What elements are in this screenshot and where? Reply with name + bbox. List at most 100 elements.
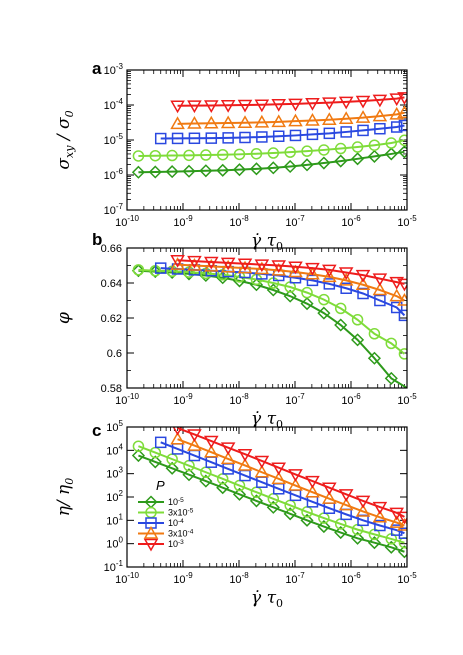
data-point [182, 468, 196, 482]
data-point [305, 262, 320, 276]
data-point [317, 156, 331, 170]
data-point [372, 282, 388, 296]
y-axis-label: η/ η0 [54, 478, 76, 517]
data-point [374, 519, 386, 532]
legend-label: 10-3 [168, 539, 184, 549]
data-point [131, 448, 145, 463]
legend-entry: 3x10-5 [138, 506, 194, 519]
data-point [250, 147, 263, 160]
series-line [160, 124, 405, 140]
data-point [351, 333, 365, 347]
data-point [322, 112, 337, 125]
data-point [334, 142, 347, 155]
data-point [368, 139, 381, 151]
data-point [237, 260, 253, 274]
data-point [355, 269, 371, 283]
data-point [372, 501, 388, 515]
data-point [220, 442, 236, 456]
panel-letter: c [92, 421, 101, 440]
data-point [397, 292, 407, 306]
data-point [220, 259, 236, 273]
data-point [397, 92, 407, 105]
series-p1e-3 [170, 92, 407, 114]
data-point [390, 301, 403, 314]
x-tick-label: 10-6 [341, 392, 361, 407]
data-point [301, 286, 313, 299]
series-p1e-3 [172, 427, 407, 525]
data-point [355, 95, 371, 109]
data-point [355, 503, 371, 517]
legend-label: 3x10-5 [168, 508, 194, 518]
x-axis-label: γ̇ τ0 [251, 231, 283, 253]
data-point [254, 455, 270, 469]
data-point [154, 262, 167, 274]
data-point [284, 146, 296, 158]
data-point [237, 99, 253, 113]
x-tick-label: 10-7 [285, 392, 305, 407]
y-tick-label: 0.64 [101, 278, 122, 290]
data-point [170, 257, 185, 270]
data-point [334, 154, 348, 168]
data-point [131, 264, 145, 278]
data-point [288, 264, 303, 278]
x-axis-label: γ̇ τ0 [251, 588, 283, 610]
data-point [249, 162, 264, 176]
data-point [355, 495, 371, 509]
data-point [254, 259, 270, 273]
data-point [199, 164, 213, 178]
series-line [177, 111, 405, 125]
data-point [132, 150, 145, 162]
plot-frame [126, 426, 408, 568]
data-point [389, 288, 405, 302]
data-point [203, 258, 219, 272]
x-tick-label: 10-9 [173, 214, 193, 229]
x-tick-label: 10-5 [397, 214, 417, 229]
data-point [372, 94, 388, 108]
data-point [397, 278, 407, 292]
panel-letter: b [92, 230, 102, 249]
data-point [165, 461, 179, 475]
data-point [340, 126, 352, 138]
y-tick-label: 100 [106, 536, 123, 551]
data-point [149, 149, 162, 162]
data-point [355, 277, 371, 290]
data-point [271, 99, 287, 112]
series-line [138, 454, 405, 553]
series-p3e-5 [132, 264, 407, 360]
data-point [200, 149, 212, 161]
data-point [237, 457, 253, 471]
data-point [318, 293, 330, 306]
y-tick-label: 10-3 [104, 62, 124, 77]
data-point [203, 115, 219, 129]
x-tick-label: 10-8 [229, 571, 249, 586]
data-point [237, 258, 253, 272]
legend-label: 10-4 [168, 518, 184, 528]
y-tick-label: 10-7 [104, 202, 124, 217]
data-point [300, 297, 314, 311]
data-point [288, 478, 303, 491]
y-tick-label: 101 [106, 512, 123, 527]
y-tick-label: 10-5 [104, 132, 124, 147]
data-point [301, 145, 313, 157]
data-point [288, 261, 303, 275]
data-point [283, 507, 297, 521]
data-point [187, 438, 202, 451]
y-axis-label: σxy / σ0 [54, 110, 76, 169]
data-point [338, 111, 354, 124]
data-point [271, 114, 287, 128]
data-point [384, 540, 398, 554]
data-point [166, 149, 178, 162]
data-point [323, 278, 336, 290]
data-point [374, 122, 386, 135]
data-point [272, 130, 285, 142]
data-point [165, 165, 179, 179]
data-point [300, 513, 314, 527]
data-point [183, 149, 195, 162]
data-point [187, 100, 202, 114]
x-tick-label: 10-10 [115, 214, 139, 229]
data-point [338, 497, 354, 511]
data-point [397, 517, 407, 531]
data-point [170, 431, 185, 445]
